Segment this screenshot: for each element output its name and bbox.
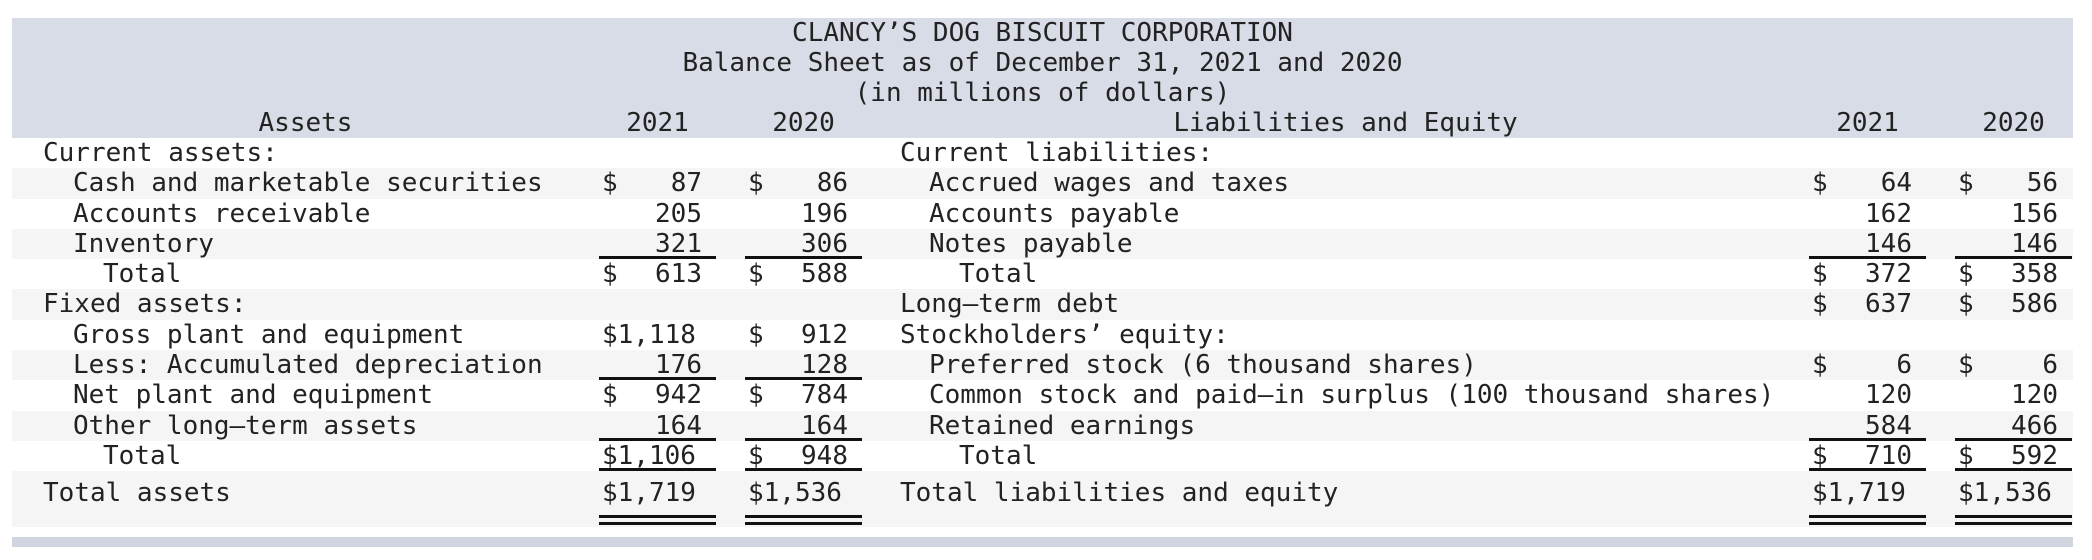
notes-payable-2021: 146 [1865,228,1912,259]
long-term-debt-2021: 637 [1865,289,1912,320]
table-row: Total $613 $588 Total $372 $358 [103,259,2058,290]
net-plant-label: Net plant and equipment [73,380,434,411]
fixed-assets-total-2021: $1,106 [602,440,696,471]
table-row: Gross plant and equipment $1,118 $912 St… [73,319,1229,350]
liabilities-year-2021: 2021 [1836,108,1899,138]
accrued-wages-2020: 56 [2026,168,2058,199]
inventory-2021: 321 [655,228,702,259]
current-assets-total-2021: 613 [655,259,702,290]
table-row: Net plant and equipment $942 $784 Common… [73,380,2058,411]
inventory-2020: 306 [801,228,848,259]
total-liabilities-equity-2021: $1,719 [1812,478,1906,509]
fixed-assets-heading: Fixed assets: [43,289,247,320]
other-long-term-assets-2021: 164 [655,410,702,441]
accrued-wages-label: Accrued wages and taxes [929,168,1290,199]
other-long-term-assets-label: Other long–term assets [73,410,418,441]
company-name: CLANCY’S DOG BISCUIT CORPORATION [792,18,1293,48]
net-plant-2020: 784 [801,380,848,411]
current-liabilities-total-label: Total [959,259,1038,290]
current-assets-total-2020: 588 [801,259,848,290]
common-stock-2020: 120 [2011,380,2058,411]
table-row: Inventory 321 306 Notes payable 146 146 [12,228,2073,260]
balance-sheet: CLANCY’S DOG BISCUIT CORPORATION Balance… [12,18,2073,528]
accounts-receivable-2021: 205 [655,198,702,229]
retained-earnings-label: Retained earnings [929,410,1196,441]
cash-label: Cash and marketable securities [73,168,543,199]
total-liabilities-equity-label: Total liabilities and equity [900,478,1339,509]
double-underline [599,515,716,526]
double-underline [1809,515,1926,526]
retained-earnings-2021: 584 [1865,410,1912,441]
double-underline [745,515,862,526]
grand-total-row: Total assets $1,719 $1,536 Total liabili… [12,471,2073,528]
cash-2020: 86 [816,168,848,199]
notes-payable-label: Notes payable [929,228,1133,259]
current-liabilities-total-2020: 358 [2011,259,2058,290]
equity-total-2021: 710 [1865,440,1912,471]
table-row: Current assets: Current liabilities: [12,138,2073,168]
long-term-debt-label: Long–term debt [900,289,1120,320]
assets-year-2020: 2020 [772,108,835,138]
accrued-wages-2021: 64 [1880,168,1912,199]
accounts-receivable-2020: 196 [801,198,848,229]
accumulated-depreciation-2021: 176 [655,350,702,381]
equity-total-label: Total [959,440,1038,471]
footer-bar [12,537,2073,547]
total-assets-2021: $1,719 [602,478,696,509]
current-assets-total-label: Total [103,259,182,290]
assets-year-2021: 2021 [626,108,689,138]
current-liabilities-heading: Current liabilities: [900,138,1214,168]
liabilities-heading: Liabilities and Equity [1173,108,1518,138]
total-assets-2020: $1,536 [748,478,842,509]
statement-title: Balance Sheet as of December 31, 2021 an… [682,48,1403,78]
preferred-stock-2020: 6 [2042,350,2058,381]
table-header: CLANCY’S DOG BISCUIT CORPORATION Balance… [12,18,2073,138]
fixed-assets-total-2020: 948 [801,440,848,471]
gross-plant-2021: $1,118 [602,319,696,350]
table-row: Cash and marketable securities $87 $86 A… [12,168,2073,199]
common-stock-label: Common stock and paid–in surplus (100 th… [929,380,1775,411]
table-row: Accounts receivable 205 196 Accounts pay… [12,199,2073,229]
accounts-receivable-label: Accounts receivable [73,198,371,229]
gross-plant-label: Gross plant and equipment [73,319,465,350]
net-plant-2021: 942 [655,380,702,411]
equity-total-2020: 592 [2011,440,2058,471]
gross-plant-2020: 912 [801,319,848,350]
liabilities-year-2020: 2020 [1982,108,2045,138]
long-term-debt-2020: 586 [2011,289,2058,320]
table-row: Total $1,106 $948 Total $710 $592 [12,440,2073,472]
table-row: Fixed assets: Long–term debt $637 $586 [12,289,2073,320]
accumulated-depreciation-2020: 128 [801,350,848,381]
cash-2021: 87 [670,168,702,199]
accounts-payable-label: Accounts payable [929,198,1180,229]
preferred-stock-label: Preferred stock (6 thousand shares) [929,350,1477,381]
other-long-term-assets-2020: 164 [801,410,848,441]
units-note: (in millions of dollars) [854,78,1231,108]
preferred-stock-2021: 6 [1896,350,1912,381]
accounts-payable-2020: 156 [2011,198,2058,229]
accumulated-depreciation-label: Less: Accumulated depreciation [73,350,543,381]
accounts-payable-2021: 162 [1865,198,1912,229]
fixed-assets-total-label: Total [103,440,182,471]
retained-earnings-2020: 466 [2011,410,2058,441]
total-assets-label: Total assets [43,478,231,509]
double-underline [1955,515,2072,526]
current-assets-heading: Current assets: [43,138,278,168]
table-row: Less: Accumulated depreciation 176 128 P… [12,350,2073,381]
inventory-label: Inventory [73,228,214,259]
total-liabilities-equity-2020: $1,536 [1958,478,2052,509]
common-stock-2021: 120 [1865,380,1912,411]
table-row: Other long–term assets 164 164 Retained … [12,410,2073,441]
notes-payable-2020: 146 [2011,228,2058,259]
assets-heading: Assets [258,108,353,138]
stockholders-equity-heading: Stockholders’ equity: [900,319,1229,350]
current-liabilities-total-2021: 372 [1865,259,1912,290]
